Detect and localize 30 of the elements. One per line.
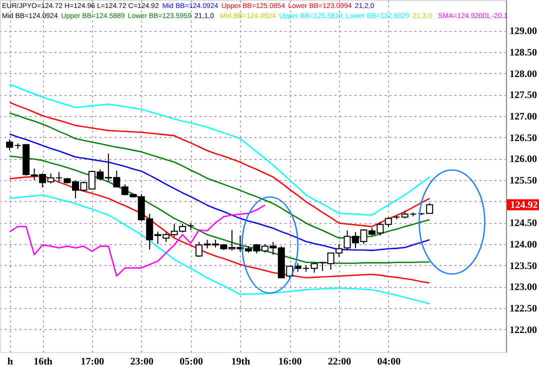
x-tick-label: 04:00 bbox=[377, 356, 401, 367]
x-tick-label: 05:00 bbox=[180, 356, 203, 367]
y-tick-label: 126.00 bbox=[510, 154, 537, 166]
y-tick-label: 128.00 bbox=[510, 68, 537, 80]
x-tick-label: 16:00 bbox=[278, 356, 302, 367]
text: 124.92 bbox=[510, 200, 538, 211]
y-tick-label: 123.00 bbox=[510, 282, 537, 294]
y-tick-label: 123.50 bbox=[510, 260, 537, 272]
y-tick-label: 128.50 bbox=[510, 48, 537, 59]
line-series bbox=[8, 194, 430, 304]
y-tick-label: 127.50 bbox=[510, 90, 537, 102]
x-tick-label: 23:00 bbox=[130, 356, 154, 367]
x-tick-label: 17:00 bbox=[80, 356, 104, 367]
y-tick-label: 122.00 bbox=[510, 324, 537, 336]
line-series bbox=[8, 204, 266, 277]
x-tick-label: 22:00 bbox=[328, 356, 352, 367]
y-tick-label: 127.00 bbox=[510, 112, 537, 123]
line-series bbox=[8, 84, 430, 216]
x-tick-label: 19th bbox=[231, 356, 251, 367]
y-tick-label: 126.50 bbox=[510, 132, 537, 144]
y-tick-label: 125.50 bbox=[510, 176, 537, 187]
y-tick-label: 122.50 bbox=[510, 304, 537, 315]
candlestick bbox=[6, 139, 14, 151]
line-series bbox=[8, 175, 430, 284]
y-tick-label: 124.50 bbox=[510, 218, 537, 230]
candlestick bbox=[319, 262, 326, 272]
x-tick-label: h bbox=[7, 356, 14, 367]
x-tick-label: 16th bbox=[34, 356, 53, 367]
y-tick-label: 124.00 bbox=[510, 240, 537, 251]
y-tick-label: 129.00 bbox=[510, 26, 537, 38]
